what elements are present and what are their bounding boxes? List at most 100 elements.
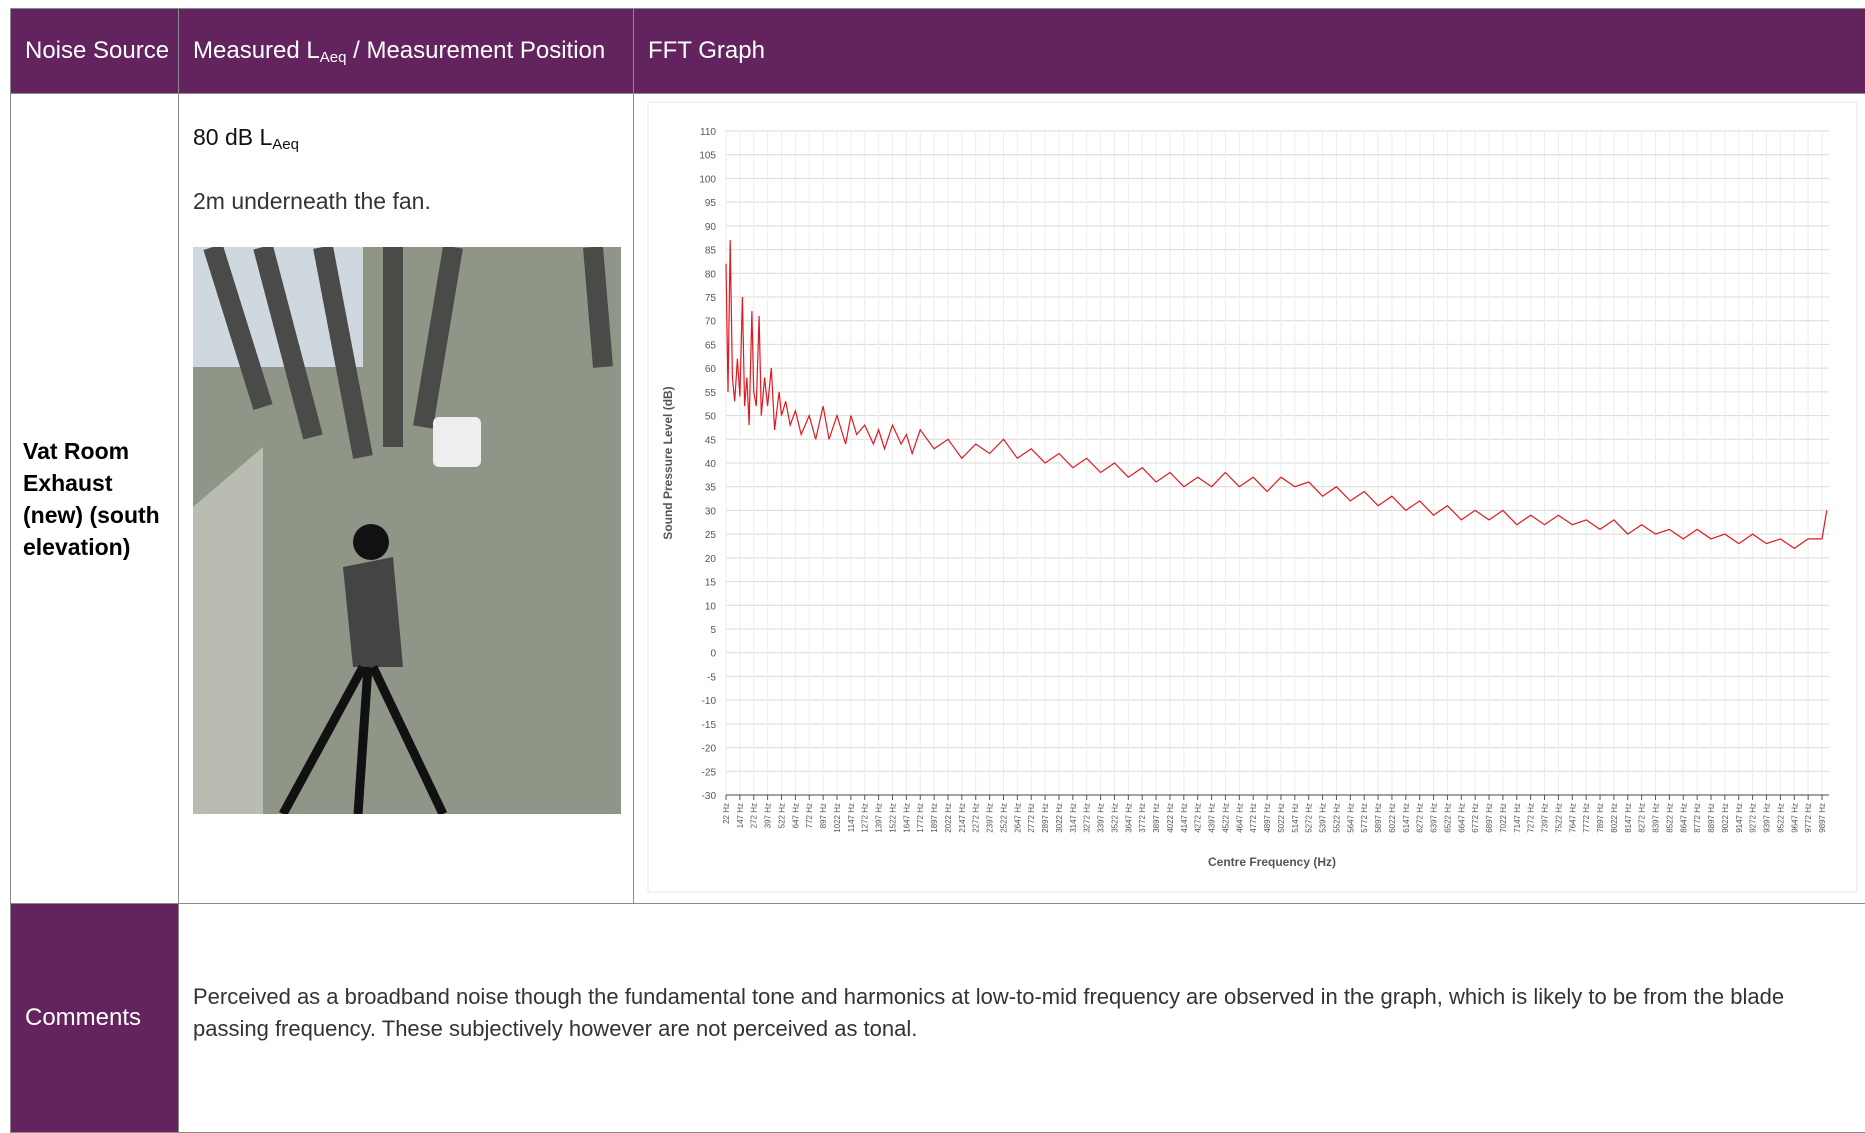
y-tick-label: 0 [710, 649, 716, 660]
x-tick-label: 3022 Hz [1055, 803, 1064, 833]
position-text: 2m underneath the fan. [193, 188, 431, 214]
x-tick-label: 3272 Hz [1083, 803, 1092, 833]
x-tick-label: 5147 Hz [1291, 803, 1300, 833]
y-tick-label: -25 [702, 767, 717, 778]
y-tick-label: 95 [705, 198, 717, 209]
x-tick-label: 1397 Hz [875, 803, 884, 833]
x-tick-label: 4647 Hz [1235, 803, 1244, 833]
y-tick-label: -10 [702, 696, 717, 707]
x-tick-label: 5397 Hz [1319, 803, 1328, 833]
x-tick-label: 6647 Hz [1457, 803, 1466, 833]
measurement-cell: 80 dB LAeq 2m underneath the fan. [178, 93, 634, 904]
header-text: FFT Graph [648, 37, 765, 64]
x-tick-label: 8772 Hz [1693, 803, 1702, 833]
y-tick-label: -30 [702, 791, 717, 802]
photo [193, 247, 621, 814]
x-tick-label: 8022 Hz [1610, 803, 1619, 833]
y-tick-label: 110 [700, 127, 716, 138]
x-tick-label: 3897 Hz [1152, 803, 1161, 833]
x-tick-label: 2397 Hz [986, 803, 995, 833]
source-text: Vat Room Exhaust (new) (south elevation) [23, 437, 160, 560]
x-tick-label: 772 Hz [805, 803, 814, 828]
x-tick-label: 9897 Hz [1818, 803, 1827, 833]
x-tick-label: 8272 Hz [1638, 803, 1647, 833]
x-tick-label: 8147 Hz [1624, 803, 1633, 833]
x-tick-label: 7772 Hz [1582, 803, 1591, 833]
x-tick-label: 6022 Hz [1388, 803, 1397, 833]
chart-frame [647, 101, 1858, 893]
y-tick-label: 10 [705, 601, 717, 612]
x-tick-label: 1147 Hz [847, 803, 856, 832]
level-text: 80 dB LAeq [193, 124, 299, 153]
x-tick-label: 5647 Hz [1346, 803, 1355, 833]
y-axis-title: Sound Pressure Level (dB) [661, 386, 675, 539]
x-tick-label: 6272 Hz [1416, 803, 1425, 833]
x-axis-title: Centre Frequency (Hz) [1208, 855, 1336, 869]
y-tick-label: 20 [705, 554, 717, 565]
y-tick-label: 100 [699, 174, 716, 185]
x-tick-label: 1897 Hz [930, 803, 939, 833]
x-tick-label: 522 Hz [777, 803, 786, 828]
x-tick-label: 7272 Hz [1527, 803, 1536, 833]
x-tick-label: 6397 Hz [1430, 803, 1439, 833]
x-tick-label: 5522 Hz [1332, 803, 1341, 833]
x-tick-label: 2022 Hz [944, 803, 953, 833]
x-tick-label: 5897 Hz [1374, 803, 1383, 833]
spectrum-line [725, 240, 1828, 550]
x-tick-label: 6522 Hz [1443, 803, 1452, 833]
y-tick-label: 85 [705, 246, 717, 257]
y-tick-label: 50 [705, 412, 717, 423]
y-tick-label: 35 [705, 483, 717, 494]
x-tick-label: 897 Hz [819, 803, 828, 828]
y-tick-label: 60 [705, 364, 717, 375]
x-tick-label: 6772 Hz [1471, 803, 1480, 833]
y-tick-label: 90 [705, 222, 717, 233]
x-tick-label: 8397 Hz [1652, 803, 1661, 833]
y-tick-label: 70 [705, 317, 717, 328]
x-tick-label: 7397 Hz [1541, 803, 1550, 833]
level-subscript: Aeq [272, 136, 299, 153]
x-tick-label: 5272 Hz [1305, 803, 1314, 833]
x-tick-label: 8897 Hz [1707, 803, 1716, 833]
x-tick-label: 4397 Hz [1208, 803, 1217, 833]
x-tick-label: 2897 Hz [1041, 803, 1050, 833]
header-subscript: Aeq [319, 48, 347, 66]
x-tick-label: 4772 Hz [1249, 803, 1258, 833]
x-tick-label: 6897 Hz [1485, 803, 1494, 833]
header-text: Noise Source [25, 37, 170, 64]
header-cell: Noise Source [10, 8, 179, 94]
x-tick-label: 2522 Hz [999, 803, 1008, 833]
header-text-rest: / Measurement Position [346, 36, 606, 64]
y-tick-label: 75 [705, 293, 717, 304]
y-tick-label: 25 [705, 530, 717, 541]
x-tick-label: 4147 Hz [1180, 803, 1189, 833]
x-tick-label: 9272 Hz [1749, 803, 1758, 833]
y-tick-label: 30 [705, 506, 717, 517]
x-tick-label: 397 Hz [764, 803, 773, 828]
x-tick-label: 4272 Hz [1194, 803, 1203, 833]
x-tick-label: 7022 Hz [1499, 803, 1508, 833]
x-tick-label: 9147 Hz [1735, 803, 1744, 833]
header-text-main: Measured L [193, 36, 320, 64]
x-tick-label: 7647 Hz [1568, 803, 1577, 833]
x-tick-label: 2647 Hz [1013, 803, 1022, 833]
x-tick-label: 9772 Hz [1804, 803, 1813, 833]
x-tick-label: 1772 Hz [916, 803, 925, 833]
x-tick-label: 8522 Hz [1665, 803, 1674, 833]
comments-cell: Perceived as a broadband noise though th… [178, 903, 1865, 1133]
x-tick-label: 1647 Hz [902, 803, 911, 833]
level-main: 80 dB L [193, 124, 273, 150]
x-tick-label: 3522 Hz [1110, 803, 1119, 833]
x-tick-label: 2272 Hz [972, 803, 981, 833]
x-tick-label: 3147 Hz [1069, 803, 1078, 833]
x-tick-label: 4897 Hz [1263, 803, 1272, 833]
y-tick-label: -5 [707, 672, 716, 683]
y-tick-label: 105 [699, 151, 716, 162]
x-tick-label: 7897 Hz [1596, 803, 1605, 833]
x-tick-label: 1022 Hz [833, 803, 842, 833]
y-tick-label: 40 [705, 459, 717, 470]
x-tick-label: 1272 Hz [861, 803, 870, 833]
x-tick-label: 8647 Hz [1679, 803, 1688, 833]
x-tick-label: 1522 Hz [888, 803, 897, 833]
